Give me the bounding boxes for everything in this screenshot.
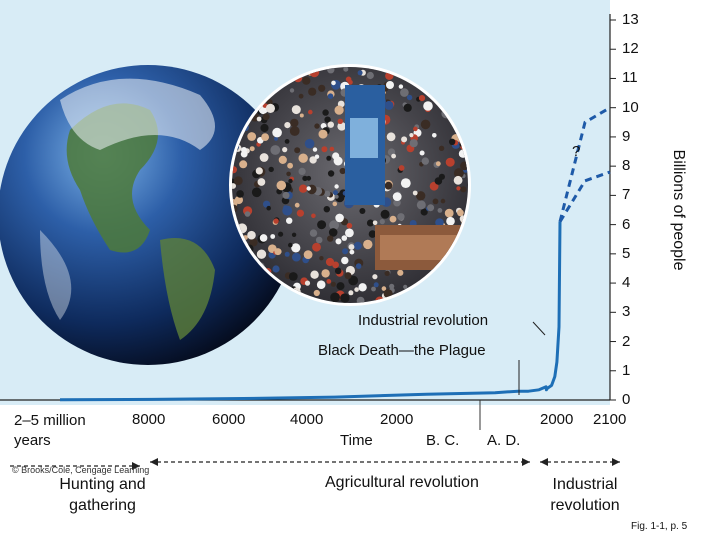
projection-question-mark: ? (572, 143, 581, 160)
projection-line-2 (558, 106, 611, 223)
figure-reference: Fig. 1-1, p. 5 (631, 521, 688, 532)
y-axis-title: Billions of people (670, 149, 687, 271)
x-tick-label: 4000 (290, 411, 324, 428)
y-tick-label: 7 (622, 186, 631, 204)
y-tick-label: 5 (622, 244, 631, 262)
y-tick-label: 8 (622, 157, 631, 175)
x-tick-label: 8000 (132, 411, 166, 428)
y-tick-label: 0 (622, 391, 631, 408)
era-arrowhead (522, 458, 530, 466)
population-line (59, 221, 562, 402)
y-tick-label: 11 (622, 69, 638, 87)
x-tick-label: 2000 (380, 411, 414, 428)
x-tick-label: 2000 (540, 411, 574, 428)
era-agricultural-revolution: Agricultural revolution (325, 474, 479, 491)
y-tick-label: 12 (622, 40, 639, 58)
era-label-bc: B. C. (426, 432, 460, 449)
annotation-industrial-revolution: Industrial revolution (358, 312, 489, 329)
x-tick-label: 2–5 million years (14, 412, 86, 449)
era-arrowhead (612, 458, 620, 466)
era-arrowhead (540, 458, 548, 466)
y-tick-label: 13 (622, 11, 639, 28)
era-industrial-revolution: Industrial revolution (550, 476, 620, 514)
y-tick-label: 10 (622, 98, 639, 116)
y-tick-label: 6 (622, 215, 631, 233)
x-tick-label: 6000 (212, 411, 246, 428)
crowd-photo-image (229, 64, 471, 306)
era-hunting-gathering: Hunting and gathering (59, 476, 146, 514)
x-axis-title: Time (340, 432, 373, 449)
y-tick-label: 1 (622, 361, 631, 379)
earth-globe-image (0, 65, 298, 365)
era-arrowhead (132, 462, 140, 470)
era-label-ad: A. D. (487, 432, 521, 449)
credit-text: © Brooks/Cole, Cengage Learning (12, 465, 150, 475)
y-tick-label: 9 (622, 127, 631, 145)
era-arrowhead (150, 458, 158, 466)
y-tick-label: 3 (622, 303, 631, 321)
y-tick-label: 4 (622, 274, 631, 292)
y-tick-label: 2 (622, 332, 631, 350)
annotation-black-death: Black Death—the Plague (318, 342, 486, 359)
annotation-leader-industrial (532, 321, 546, 336)
x-tick-label: 2100 (593, 411, 627, 428)
projection-line-1 (558, 170, 611, 223)
